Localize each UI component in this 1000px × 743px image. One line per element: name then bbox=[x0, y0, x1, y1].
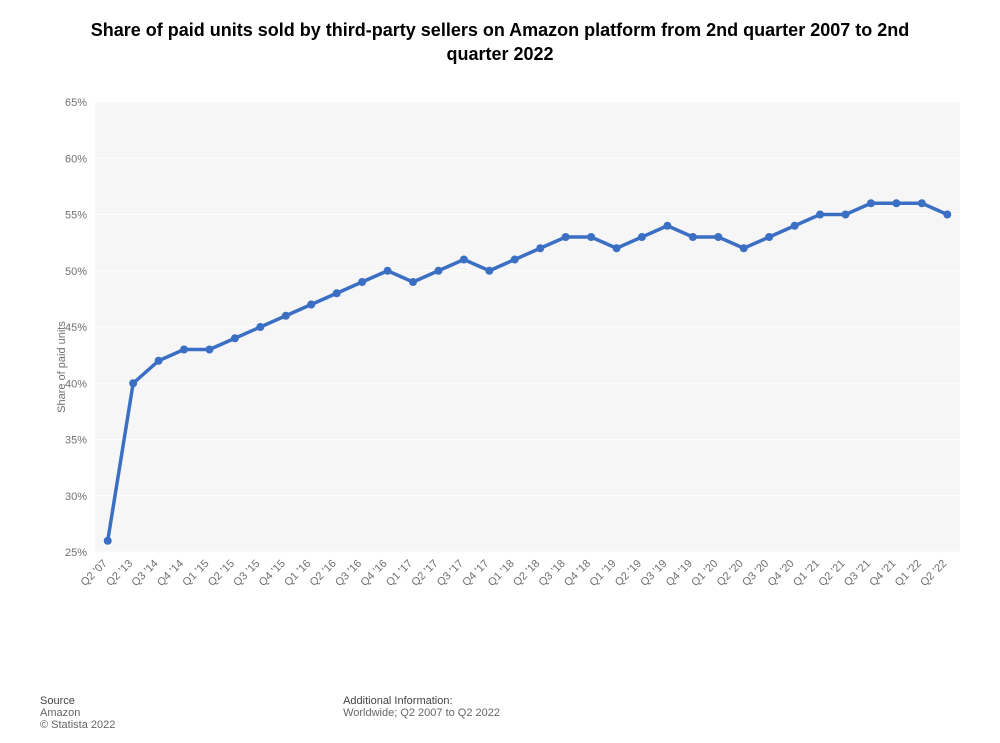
svg-text:Q3 '20: Q3 '20 bbox=[740, 558, 771, 589]
svg-text:Q4 '15: Q4 '15 bbox=[257, 558, 288, 589]
svg-text:Q3 '21: Q3 '21 bbox=[842, 558, 873, 589]
svg-text:Q2 '20: Q2 '20 bbox=[715, 558, 746, 589]
svg-text:Q4 '20: Q4 '20 bbox=[766, 558, 797, 589]
svg-text:50%: 50% bbox=[65, 266, 87, 278]
svg-text:Q3 '18: Q3 '18 bbox=[537, 558, 568, 589]
svg-text:Q1 '16: Q1 '16 bbox=[282, 558, 313, 589]
svg-text:Q3 '16: Q3 '16 bbox=[333, 558, 364, 589]
addl-info-heading: Additional Information: bbox=[343, 695, 500, 707]
chart-title: Share of paid units sold by third-party … bbox=[0, 0, 1000, 77]
svg-text:Q3 '17: Q3 '17 bbox=[435, 558, 466, 589]
svg-text:40%: 40% bbox=[65, 378, 87, 390]
y-axis-label: Share of paid units bbox=[56, 321, 68, 413]
svg-text:Q1 '15: Q1 '15 bbox=[180, 558, 211, 589]
svg-text:25%: 25% bbox=[65, 547, 87, 559]
svg-text:Q3 '14: Q3 '14 bbox=[130, 558, 161, 589]
svg-text:Q2 '18: Q2 '18 bbox=[511, 558, 542, 589]
chart-footer: Source Amazon © Statista 2022 Additional… bbox=[40, 695, 960, 731]
svg-text:Q1 '21: Q1 '21 bbox=[791, 558, 822, 589]
svg-text:Q2 '21: Q2 '21 bbox=[816, 558, 847, 589]
svg-text:Q2 '19: Q2 '19 bbox=[613, 558, 644, 589]
source-heading: Source bbox=[40, 695, 340, 707]
svg-text:Q2 '07: Q2 '07 bbox=[79, 558, 110, 589]
svg-text:Q2 '15: Q2 '15 bbox=[206, 558, 237, 589]
svg-text:Q1 '19: Q1 '19 bbox=[587, 558, 618, 589]
svg-text:Q1 '20: Q1 '20 bbox=[689, 558, 720, 589]
svg-text:Q1 '18: Q1 '18 bbox=[486, 558, 517, 589]
svg-text:Q2 '13: Q2 '13 bbox=[104, 558, 135, 589]
chart-area: Share of paid units 25%30%35%40%45%50%55… bbox=[40, 92, 980, 642]
svg-text:Q2 '22: Q2 '22 bbox=[918, 558, 949, 589]
source-text: Amazon bbox=[40, 707, 340, 719]
svg-text:60%: 60% bbox=[65, 153, 87, 165]
svg-text:45%: 45% bbox=[65, 322, 87, 334]
svg-text:Q4 '21: Q4 '21 bbox=[867, 558, 898, 589]
svg-text:35%: 35% bbox=[65, 435, 87, 447]
svg-text:Q4 '17: Q4 '17 bbox=[460, 558, 491, 589]
svg-text:Q1 '22: Q1 '22 bbox=[893, 558, 924, 589]
svg-text:Q3 '19: Q3 '19 bbox=[638, 558, 669, 589]
svg-text:65%: 65% bbox=[65, 97, 87, 109]
svg-text:Q4 '14: Q4 '14 bbox=[155, 558, 186, 589]
line-chart-svg: 25%30%35%40%45%50%55%60%65%Q2 '07Q2 '13Q… bbox=[40, 92, 980, 642]
copyright-text: © Statista 2022 bbox=[40, 719, 340, 731]
svg-text:Q2 '16: Q2 '16 bbox=[308, 558, 339, 589]
svg-text:Q4 '19: Q4 '19 bbox=[664, 558, 695, 589]
svg-text:Q4 '16: Q4 '16 bbox=[359, 558, 390, 589]
svg-text:55%: 55% bbox=[65, 210, 87, 222]
svg-text:Q3 '15: Q3 '15 bbox=[231, 558, 262, 589]
svg-text:Q2 '17: Q2 '17 bbox=[409, 558, 440, 589]
svg-text:Q1 '17: Q1 '17 bbox=[384, 558, 415, 589]
svg-text:30%: 30% bbox=[65, 491, 87, 503]
addl-info-text: Worldwide; Q2 2007 to Q2 2022 bbox=[343, 707, 500, 719]
svg-text:Q4 '18: Q4 '18 bbox=[562, 558, 593, 589]
